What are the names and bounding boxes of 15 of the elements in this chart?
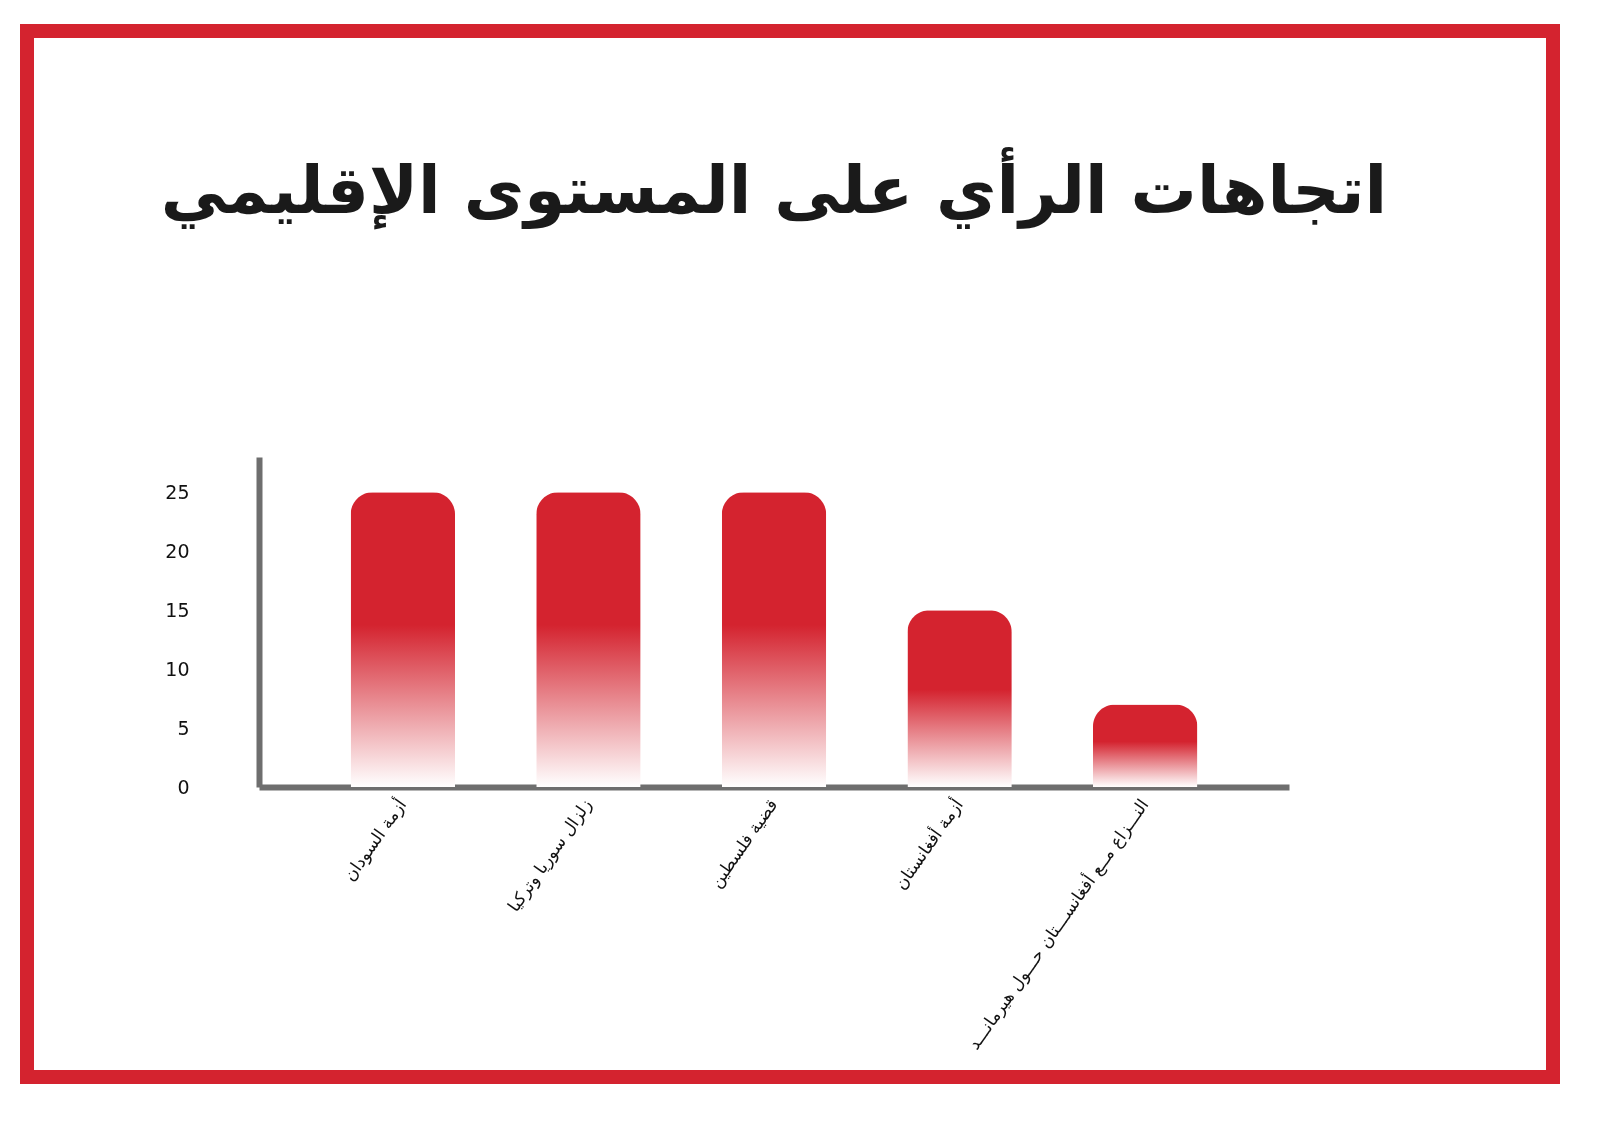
y-tick-label: 5 bbox=[177, 716, 190, 739]
y-tick-label: 10 bbox=[165, 657, 190, 680]
y-tick-label: 15 bbox=[165, 598, 190, 621]
bar bbox=[1092, 704, 1198, 787]
y-tick-label: 25 bbox=[165, 480, 190, 503]
y-tick-label: 20 bbox=[165, 539, 190, 562]
x-tick-label: أزمة السودان bbox=[338, 794, 411, 885]
bar bbox=[721, 492, 827, 787]
y-tick-label: 0 bbox=[177, 775, 190, 798]
x-tick-label: قضية فلسطين bbox=[705, 795, 782, 892]
chart-title: اتجاهات الرأي على المستوى الإقليمي bbox=[160, 147, 1388, 230]
bar bbox=[350, 492, 456, 787]
x-tick-label: زلزال سوريا وتركيا bbox=[503, 795, 596, 916]
bar bbox=[907, 610, 1012, 787]
bar bbox=[536, 492, 641, 787]
